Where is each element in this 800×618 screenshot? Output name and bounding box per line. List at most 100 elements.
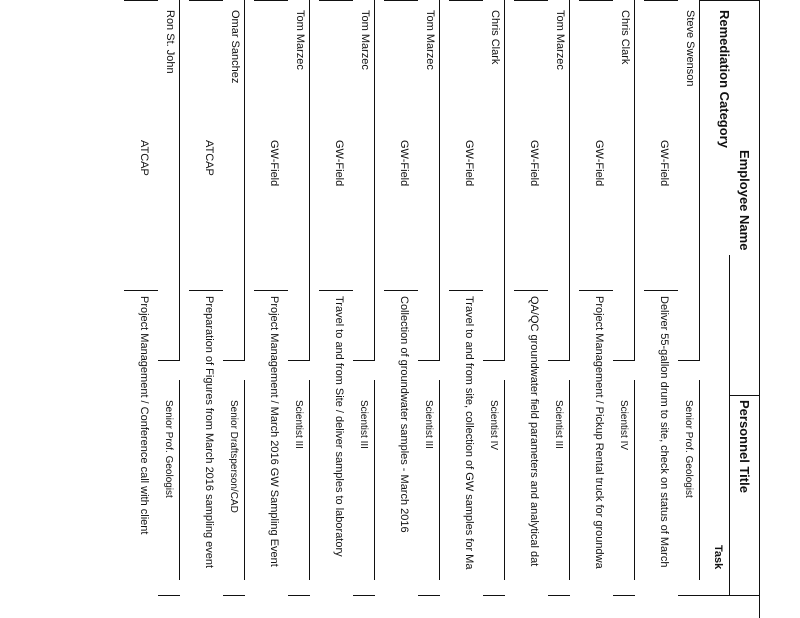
divider bbox=[483, 595, 505, 596]
divider bbox=[548, 595, 570, 596]
table-header: Employee Name Personnel Title Remediatio… bbox=[700, 0, 760, 618]
remediation-category: GW-Field bbox=[463, 140, 475, 187]
divider bbox=[384, 290, 418, 291]
divider bbox=[418, 595, 440, 596]
task-description: Project Management / Pickup Rental truck… bbox=[593, 296, 605, 569]
divider bbox=[254, 0, 288, 1]
divider bbox=[319, 0, 353, 1]
table-row: Tom Marzec Scientist III GW-Field Collectio… bbox=[384, 0, 440, 618]
employee-name: Ron St. John bbox=[164, 10, 176, 74]
divider bbox=[439, 0, 440, 360]
divider bbox=[644, 0, 678, 1]
divider bbox=[613, 360, 635, 361]
remediation-category: GW-Field bbox=[593, 140, 605, 187]
divider bbox=[699, 380, 700, 580]
divider bbox=[319, 290, 353, 291]
employee-name: Tom Marzec bbox=[294, 10, 306, 70]
divider bbox=[449, 0, 483, 1]
divider bbox=[700, 595, 760, 596]
divider bbox=[678, 595, 700, 596]
divider bbox=[514, 0, 548, 1]
divider bbox=[124, 290, 158, 291]
table-row: Tom Marzec Scientist III GW-Field Project M… bbox=[254, 0, 310, 618]
divider bbox=[374, 380, 375, 580]
divider bbox=[374, 0, 375, 360]
table-row: Chris Clark Scientist IV GW-Field Travel to… bbox=[449, 0, 505, 618]
task-description: Preparation of Figures from March 2016 s… bbox=[203, 296, 215, 569]
task-description: QA/QC groundwater field parameters and a… bbox=[528, 296, 540, 567]
employee-name: Chris Clark bbox=[619, 10, 631, 65]
divider bbox=[514, 290, 548, 291]
divider bbox=[700, 0, 760, 1]
divider bbox=[729, 255, 730, 595]
task-description: Project Management / Conference call wit… bbox=[138, 296, 150, 535]
table-row: Ron St. John Senior Prof. Geologist ATCAP P… bbox=[124, 0, 180, 618]
divider bbox=[678, 360, 700, 361]
divider bbox=[569, 380, 570, 580]
divider bbox=[569, 0, 570, 360]
divider bbox=[223, 595, 245, 596]
remediation-category: GW-Field bbox=[333, 140, 345, 187]
personnel-title: Senior Draftsperson/CAD bbox=[228, 400, 239, 513]
task-description: Deliver 55-gallon drum to site, check on… bbox=[658, 296, 670, 568]
task-description: Travel to and from site, collection of G… bbox=[463, 296, 475, 570]
personnel-title: Scientist IV bbox=[488, 400, 499, 451]
table-row: Tom Marzec Scientist III GW-Field Travel to… bbox=[319, 0, 375, 618]
divider bbox=[418, 360, 440, 361]
divider bbox=[730, 395, 760, 396]
divider bbox=[309, 380, 310, 580]
divider bbox=[158, 360, 180, 361]
employee-name: Tom Marzec bbox=[554, 10, 566, 70]
remediation-category: GW-Field bbox=[398, 140, 410, 187]
divider bbox=[634, 380, 635, 580]
divider bbox=[244, 0, 245, 360]
divider bbox=[158, 595, 180, 596]
divider bbox=[353, 360, 375, 361]
task-header: Task bbox=[712, 545, 724, 570]
task-description: Collection of groundwater samples - Marc… bbox=[398, 296, 410, 533]
remediation-category: ATCAP bbox=[203, 140, 215, 176]
personnel-title: Scientist III bbox=[358, 400, 369, 449]
divider bbox=[699, 0, 700, 360]
personnel-title: Scientist III bbox=[293, 400, 304, 449]
personnel-title-header: Personnel Title bbox=[737, 400, 752, 493]
table-row: Chris Clark Scientist IV GW-Field Project M… bbox=[579, 0, 635, 618]
employee-name: Chris Clark bbox=[489, 10, 501, 65]
divider bbox=[309, 0, 310, 360]
personnel-title: Senior Prof. Geologist bbox=[163, 400, 174, 498]
divider bbox=[483, 360, 505, 361]
divider bbox=[644, 290, 678, 291]
employee-name: Steve Swenson bbox=[684, 10, 696, 87]
task-description: Travel to and from Site / deliver sample… bbox=[333, 296, 345, 557]
divider bbox=[179, 0, 180, 360]
divider bbox=[613, 595, 635, 596]
remediation-category: GW-Field bbox=[528, 140, 540, 187]
divider bbox=[288, 360, 310, 361]
divider bbox=[384, 0, 418, 1]
divider bbox=[504, 0, 505, 360]
employee-name: Tom Marzec bbox=[359, 10, 371, 70]
divider bbox=[254, 290, 288, 291]
divider bbox=[634, 0, 635, 360]
divider bbox=[759, 0, 760, 618]
divider bbox=[223, 360, 245, 361]
remediation-category-header: Remediation Category bbox=[717, 10, 732, 148]
divider bbox=[353, 595, 375, 596]
personnel-title: Senior Prof. Geologist bbox=[683, 400, 694, 498]
divider bbox=[548, 360, 570, 361]
employee-name: Omar Sanchez bbox=[229, 10, 241, 84]
personnel-title: Scientist IV bbox=[618, 400, 629, 451]
divider bbox=[439, 380, 440, 580]
personnel-title: Scientist III bbox=[553, 400, 564, 449]
divider bbox=[189, 290, 223, 291]
task-description: Project Management / March 2016 GW Sampl… bbox=[268, 296, 280, 567]
employee-name-header: Employee Name bbox=[737, 150, 752, 251]
table-row: Omar Sanchez Senior Draftsperson/CAD ATCAP… bbox=[189, 0, 245, 618]
divider bbox=[288, 595, 310, 596]
divider bbox=[579, 290, 613, 291]
divider bbox=[579, 0, 613, 1]
personnel-title: Scientist III bbox=[423, 400, 434, 449]
divider bbox=[449, 290, 483, 291]
divider bbox=[504, 380, 505, 580]
